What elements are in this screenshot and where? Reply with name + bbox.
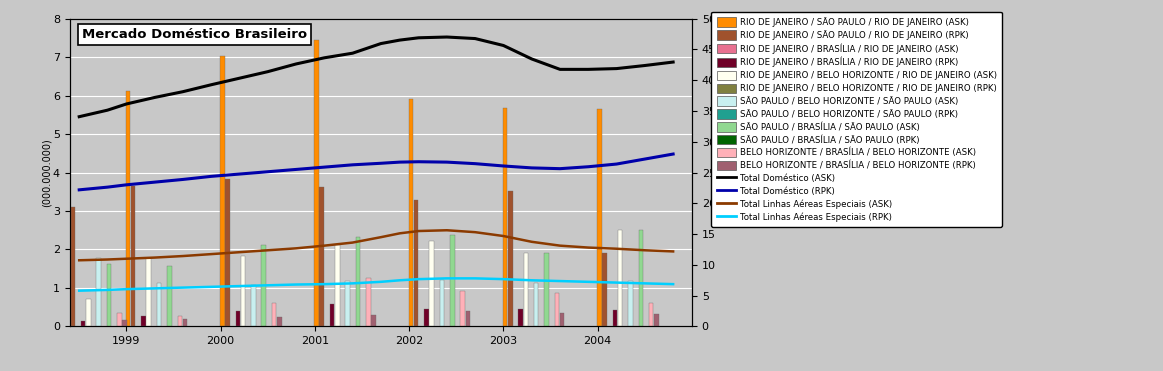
Bar [97, 258, 101, 326]
Bar [502, 108, 507, 326]
Bar [602, 253, 607, 326]
Bar [371, 315, 376, 326]
Bar [345, 281, 350, 326]
Bar [534, 283, 538, 326]
Bar [81, 322, 86, 326]
Bar [450, 235, 455, 326]
Bar [330, 304, 335, 326]
Bar [628, 281, 633, 326]
Text: Mercado Doméstico Brasileiro: Mercado Doméstico Brasileiro [83, 28, 307, 41]
Bar [654, 314, 658, 326]
Bar [141, 316, 145, 326]
Bar [519, 309, 523, 326]
Bar [262, 245, 266, 326]
Bar [618, 230, 622, 326]
Bar [241, 256, 245, 326]
Bar [183, 319, 187, 326]
Bar [122, 319, 127, 326]
Bar [366, 278, 371, 326]
Bar [508, 191, 513, 326]
Bar [226, 180, 230, 326]
Y-axis label: (000.000.000): (000.000.000) [718, 138, 727, 207]
Bar [272, 303, 277, 326]
Bar [65, 95, 70, 326]
Bar [157, 283, 162, 326]
Bar [320, 187, 324, 326]
Bar [167, 266, 172, 326]
Bar [559, 313, 564, 326]
Bar [86, 299, 91, 326]
Bar [613, 310, 618, 326]
Bar [107, 264, 112, 326]
Bar [251, 285, 256, 326]
Bar [236, 311, 240, 326]
Bar [277, 317, 281, 326]
Bar [131, 186, 135, 326]
Bar [465, 311, 470, 326]
Y-axis label: (000.000.000): (000.000.000) [42, 138, 51, 207]
Bar [523, 253, 528, 326]
Bar [408, 99, 413, 326]
Bar [147, 258, 151, 326]
Bar [71, 207, 76, 326]
Bar [649, 303, 654, 326]
Bar [638, 230, 643, 326]
Bar [314, 40, 319, 326]
Bar [117, 313, 122, 326]
Bar [356, 237, 361, 326]
Bar [597, 109, 601, 326]
Bar [178, 316, 183, 326]
Bar [335, 245, 340, 326]
Bar [461, 291, 465, 326]
Bar [414, 200, 419, 326]
Bar [555, 293, 559, 326]
Bar [126, 91, 130, 326]
Bar [424, 309, 429, 326]
Legend: RIO DE JANEIRO / SÃO PAULO / RIO DE JANEIRO (ASK), RIO DE JANEIRO / SÃO PAULO / : RIO DE JANEIRO / SÃO PAULO / RIO DE JANE… [712, 12, 1003, 227]
Bar [220, 56, 224, 326]
Bar [544, 253, 549, 326]
Bar [440, 279, 444, 326]
Bar [429, 241, 434, 326]
